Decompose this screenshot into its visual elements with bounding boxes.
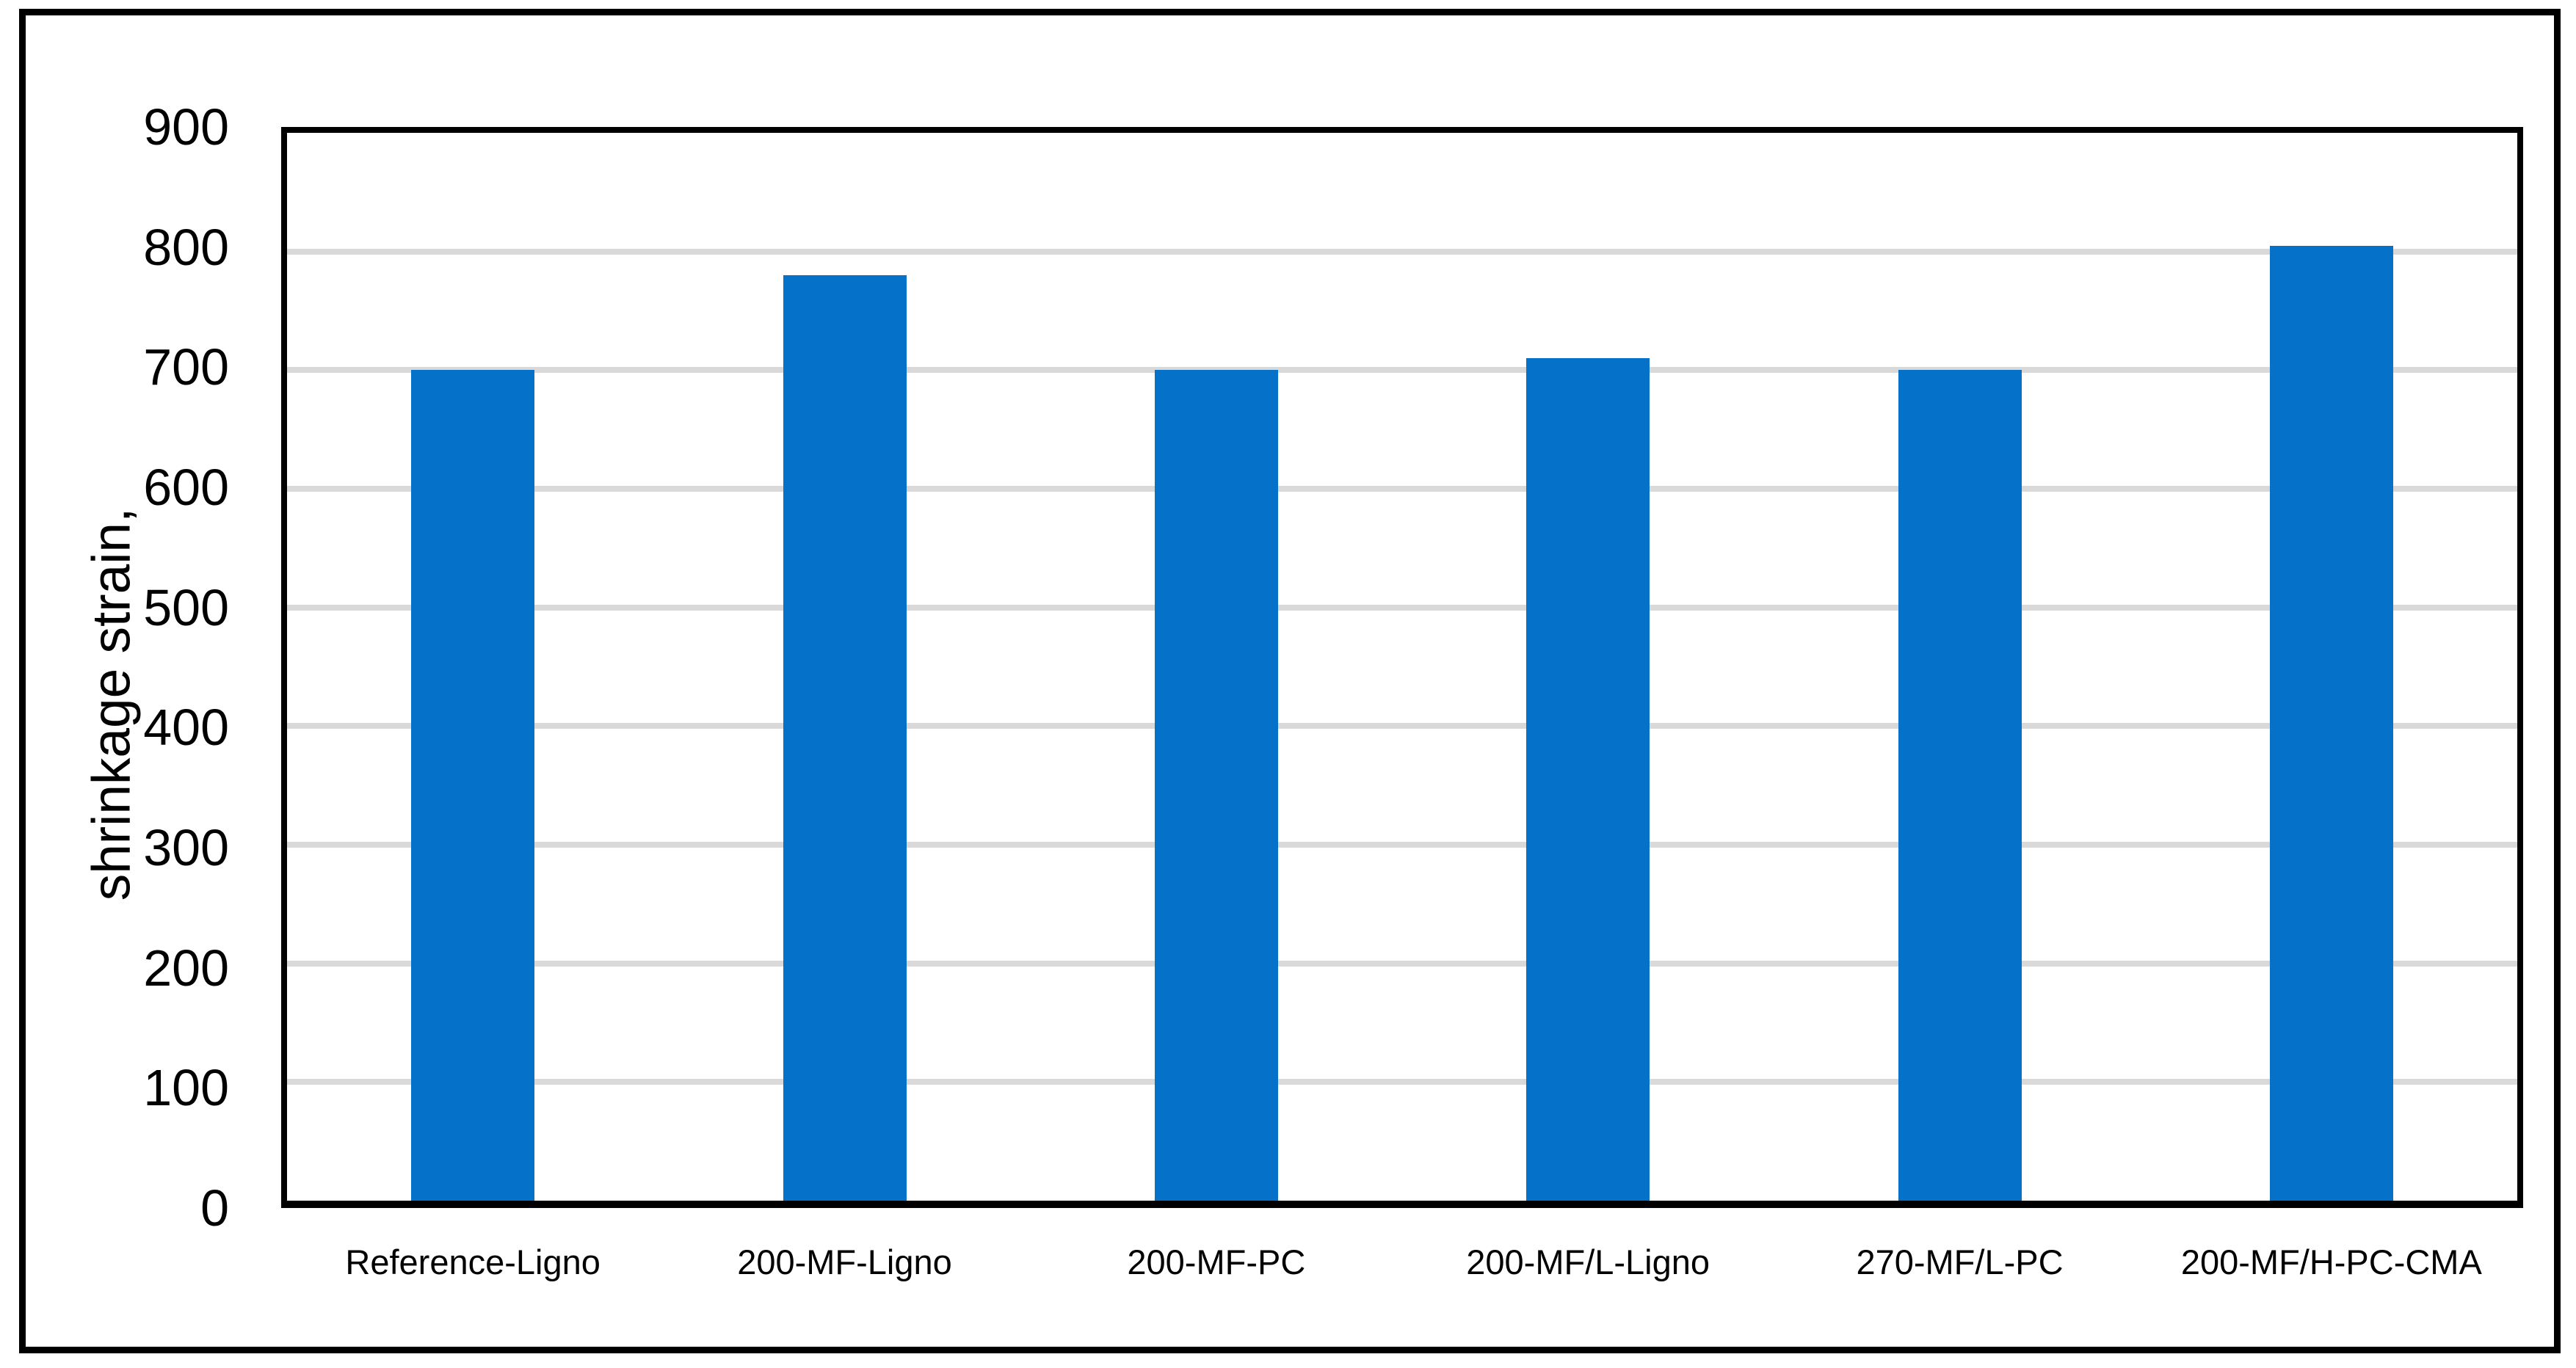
bars	[287, 133, 2517, 1201]
gridline-800	[287, 248, 2517, 255]
y-tick-label-700: 700	[143, 338, 229, 396]
x-category-label-270-MF/L-PC: 270-MF/L-PC	[1856, 1243, 2064, 1281]
y-axis-tick-labels: 0 100 200 300 400 500 600 700 800 900	[26, 101, 229, 1234]
gridlines	[287, 133, 2517, 1201]
bar-200-MF/L-Ligno	[1526, 358, 1650, 1201]
y-tick-label-400: 400	[143, 699, 229, 757]
gridline-700	[287, 367, 2517, 374]
y-tick-label-100: 100	[143, 1059, 229, 1117]
y-tick-label-200: 200	[143, 939, 229, 997]
bar-chart: shrinkage strain, 0 100 200 300 400 500 600 700…	[26, 15, 2554, 1347]
bar-200-MF/H-PC-CMA	[2269, 245, 2393, 1201]
bar-270-MF/L-PC	[1898, 370, 2022, 1201]
gridline-300	[287, 842, 2517, 848]
plot-area	[281, 127, 2523, 1208]
x-category-label-Reference-Ligno: Reference-Ligno	[345, 1243, 601, 1281]
gridline-600	[287, 486, 2517, 492]
bar-Reference-Ligno	[411, 370, 535, 1201]
gridline-500	[287, 604, 2517, 611]
y-tick-label-900: 900	[143, 98, 229, 156]
y-tick-label-800: 800	[143, 218, 229, 276]
bar-200-MF-Ligno	[783, 275, 907, 1201]
gridline-200	[287, 960, 2517, 967]
x-category-label-200-MF/L-Ligno: 200-MF/L-Ligno	[1466, 1243, 1710, 1281]
gridline-100	[287, 1079, 2517, 1085]
x-category-label-200-MF/H-PC-CMA: 200-MF/H-PC-CMA	[2180, 1243, 2482, 1281]
figure-border: shrinkage strain, 0 100 200 300 400 500 600 700…	[19, 9, 2561, 1353]
bar-200-MF-PC	[1154, 370, 1278, 1201]
y-tick-label-300: 300	[143, 819, 229, 876]
x-category-label-200-MF-PC: 200-MF-PC	[1127, 1243, 1306, 1281]
y-tick-label-0: 0	[200, 1179, 229, 1237]
y-tick-label-500: 500	[143, 578, 229, 636]
gridline-400	[287, 723, 2517, 730]
x-category-label-200-MF-Ligno: 200-MF-Ligno	[737, 1243, 952, 1281]
y-tick-label-600: 600	[143, 459, 229, 516]
